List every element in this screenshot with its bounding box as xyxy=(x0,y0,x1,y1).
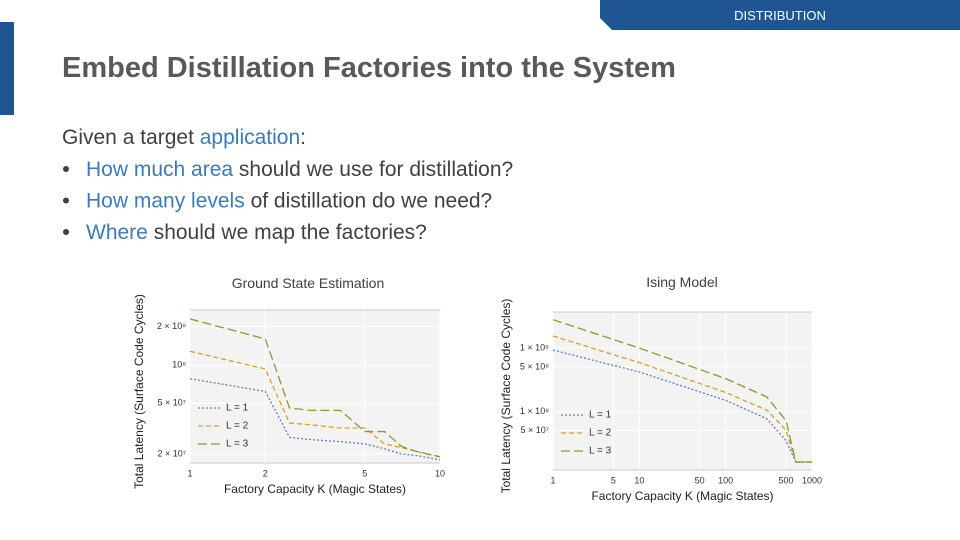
plot-area xyxy=(552,311,813,471)
x-tick-label: 5 xyxy=(611,475,616,485)
legend-label: L = 2 xyxy=(226,421,249,432)
y-tick-label: 10⁸ xyxy=(172,359,186,369)
x-tick-label: 500 xyxy=(778,475,793,485)
intro: Given a target application: xyxy=(62,126,306,149)
x-tick-label: 50 xyxy=(695,475,705,485)
chart: Ising Model 1 5 10 50 100 500 1000 5 × 10⁷ 1 × 10… xyxy=(499,274,822,503)
intro-highlight: application xyxy=(200,126,300,149)
chart-title: Ground State Estimation xyxy=(232,275,385,291)
bullet: How much area should we use for distilla… xyxy=(86,158,513,181)
legend-label: L = 2 xyxy=(589,428,612,439)
series-line xyxy=(189,378,441,461)
legend-label: L = 3 xyxy=(589,446,612,457)
bullet: Where should we map the factories? xyxy=(86,221,427,244)
x-tick-label: 10 xyxy=(634,475,644,485)
x-axis-label: Factory Capacity K (Magic States) xyxy=(591,489,773,503)
bullet: How many levels of distillation do we ne… xyxy=(86,190,492,213)
series-line xyxy=(552,319,812,463)
y-tick-label: 2 × 10⁷ xyxy=(157,448,186,458)
header-band xyxy=(600,0,960,30)
x-tick-label: 2 xyxy=(263,468,268,478)
series-line xyxy=(552,335,812,463)
x-tick-label: 1 xyxy=(187,468,192,478)
y-tick-label: 1 × 10⁹ xyxy=(520,342,549,352)
left-accent xyxy=(0,22,14,115)
y-axis-label: Total Latency (Surface Code Cycles) xyxy=(499,299,513,494)
y-tick-label: 5 × 10⁷ xyxy=(157,398,186,408)
legend-label: L = 3 xyxy=(226,439,249,450)
x-tick-label: 10 xyxy=(435,468,445,478)
x-tick-label: 1 xyxy=(550,475,555,485)
bullet-highlight: Where xyxy=(86,221,148,244)
legend-label: L = 1 xyxy=(589,410,612,421)
y-axis-label: Total Latency (Surface Code Cycles) xyxy=(132,294,146,489)
y-tick-label: 1 × 10⁸ xyxy=(520,406,549,416)
x-tick-label: 5 xyxy=(362,468,367,478)
bullet-dot xyxy=(63,229,69,235)
bullet-highlight: How many levels xyxy=(86,190,245,213)
bullet-list: How much area should we use for distilla… xyxy=(63,158,513,244)
bullet-rest: should we map the factories? xyxy=(148,221,427,244)
x-axis-label: Factory Capacity K (Magic States) xyxy=(224,482,406,496)
intro-before: Given a target xyxy=(62,126,200,149)
bullet-rest: should we use for distillation? xyxy=(233,158,513,181)
y-tick-label: 5 × 10⁷ xyxy=(520,425,549,435)
x-tick-label: 100 xyxy=(718,475,733,485)
chart-title: Ising Model xyxy=(646,274,718,290)
series-line xyxy=(189,350,441,458)
header-tag: DISTRIBUTION xyxy=(734,8,826,23)
bullet-highlight: How much area xyxy=(86,158,233,181)
bullet-dot xyxy=(63,197,69,204)
chart: Ground State Estimation 1 2 5 10 2 × 10⁷ 5 × 1… xyxy=(132,275,445,496)
charts: Ground State Estimation 1 2 5 10 2 × 10⁷ 5 × 1… xyxy=(132,274,822,503)
y-tick-label: 2 × 10⁸ xyxy=(157,321,186,331)
x-tick-label: 1000 xyxy=(802,475,822,485)
y-tick-label: 5 × 10⁸ xyxy=(520,362,549,372)
legend-label: L = 1 xyxy=(226,403,249,414)
intro-after: : xyxy=(300,126,306,149)
bullet-dot xyxy=(63,166,69,172)
slide-title: Embed Distillation Factories into the Sy… xyxy=(62,52,676,84)
bullet-rest: of distillation do we need? xyxy=(245,190,493,213)
